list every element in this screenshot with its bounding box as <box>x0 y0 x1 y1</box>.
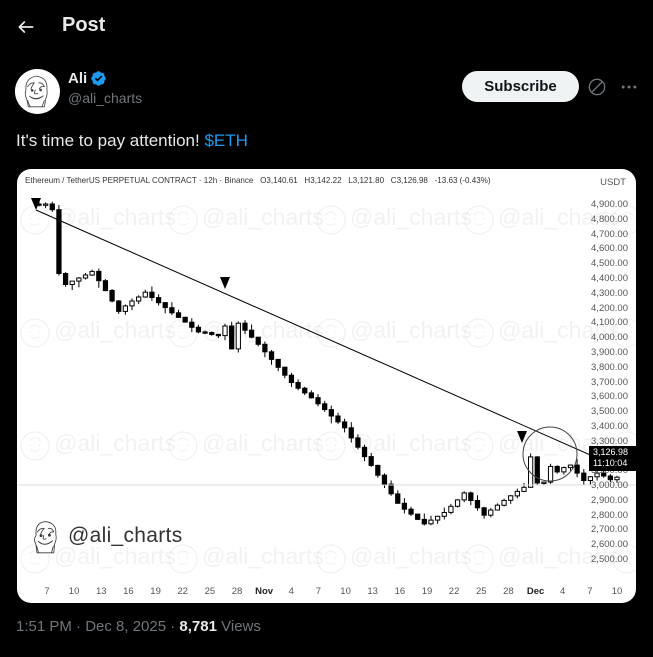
svg-text:@ali_charts: @ali_charts <box>350 430 472 456</box>
svg-text:@ali_charts: @ali_charts <box>350 317 472 343</box>
svg-text:@ali_charts: @ali_charts <box>54 317 176 343</box>
svg-text:@ali_charts: @ali_charts <box>202 543 324 569</box>
svg-text:@ali_charts: @ali_charts <box>54 430 176 456</box>
svg-text:@ali_charts: @ali_charts <box>350 543 472 569</box>
svg-text:@ali_charts: @ali_charts <box>350 204 472 230</box>
svg-text:@ali_charts: @ali_charts <box>202 317 324 343</box>
svg-text:@ali_charts: @ali_charts <box>202 430 324 456</box>
svg-text:@ali_charts: @ali_charts <box>202 204 324 230</box>
